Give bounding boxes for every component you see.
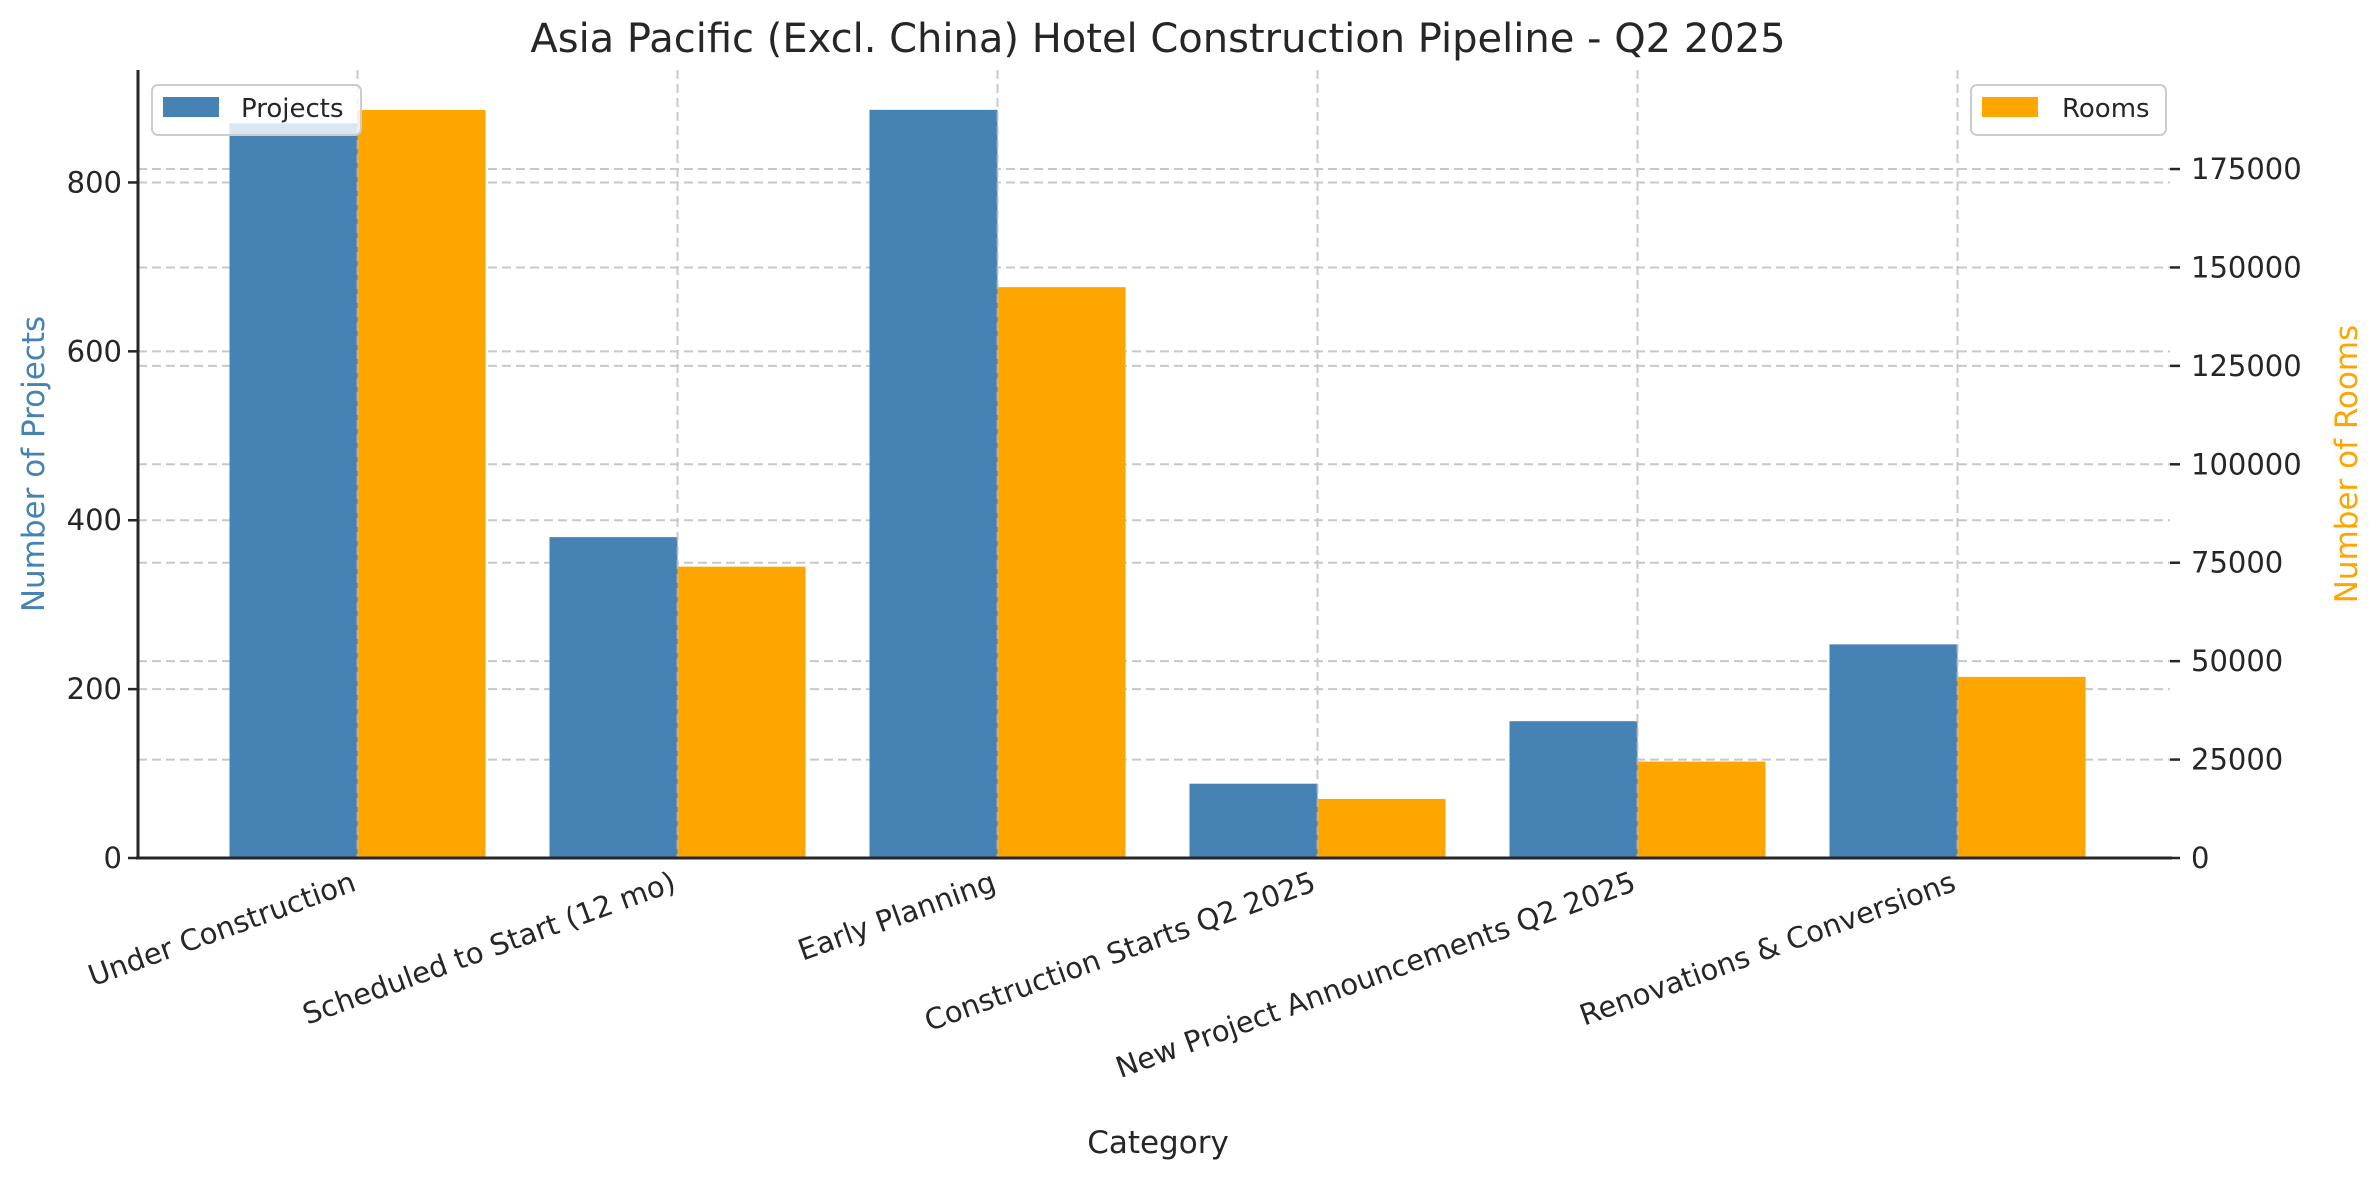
bar-projects bbox=[1189, 783, 1318, 858]
category-label: New Project Announcements Q2 2025 bbox=[1111, 865, 1640, 1085]
bar-group bbox=[549, 537, 806, 858]
bar-projects bbox=[869, 109, 998, 859]
bar-rooms bbox=[1317, 798, 1446, 858]
bar-group bbox=[869, 109, 1126, 859]
legend-rooms-swatch bbox=[1982, 97, 2038, 117]
legend-projects-swatch bbox=[163, 97, 219, 117]
legend-projects-label: Projects bbox=[241, 94, 344, 124]
category-label: Early Planning bbox=[793, 865, 1000, 968]
bar-projects bbox=[549, 537, 678, 858]
bars bbox=[229, 70, 2086, 859]
bar-group bbox=[229, 109, 486, 859]
left-tick-label: 800 bbox=[67, 165, 122, 199]
x-axis-label: Category bbox=[1087, 1125, 1229, 1161]
left-tick-label: 200 bbox=[67, 672, 122, 706]
left-y-axis-label: Number of Projects bbox=[16, 316, 52, 612]
bar-group bbox=[1189, 783, 1446, 858]
legend-rooms-label: Rooms bbox=[2062, 94, 2150, 124]
axes bbox=[136, 70, 2172, 860]
bar-group bbox=[1829, 644, 2086, 858]
right-y-axis-label: Number of Rooms bbox=[2329, 325, 2365, 604]
right-tick-label: 125000 bbox=[2191, 349, 2302, 383]
left-tick-label: 0 bbox=[104, 841, 122, 875]
chart-title: Asia Pacific (Excl. China) Hotel Constru… bbox=[530, 16, 1785, 62]
legend-projects: Projects bbox=[151, 84, 362, 136]
right-tick-label: 100000 bbox=[2191, 447, 2302, 481]
right-y-axis-ticks: 0 25000 50000 75000 100000 125000 150000 175000 bbox=[2170, 152, 2302, 875]
bar-projects bbox=[1509, 721, 1638, 858]
right-tick-label: 0 bbox=[2191, 841, 2209, 875]
left-tick-label: 400 bbox=[67, 503, 122, 537]
bar-rooms bbox=[677, 566, 806, 858]
left-y-axis-ticks: 0 200 400 600 800 bbox=[67, 165, 138, 875]
right-tick-label: 50000 bbox=[2191, 644, 2283, 678]
category-label: Under Construction bbox=[84, 865, 360, 993]
right-tick-label: 25000 bbox=[2191, 743, 2283, 777]
bar-rooms bbox=[997, 287, 1126, 859]
bar-rooms bbox=[357, 109, 486, 858]
right-tick-label: 75000 bbox=[2191, 546, 2283, 580]
bar-rooms bbox=[1957, 676, 2086, 858]
left-tick-label: 600 bbox=[67, 334, 122, 368]
bar-projects bbox=[229, 123, 358, 859]
bar-rooms bbox=[1637, 761, 1766, 858]
legend-rooms: Rooms bbox=[1970, 84, 2167, 136]
bar-projects bbox=[1829, 644, 1958, 858]
right-tick-label: 175000 bbox=[2191, 152, 2302, 186]
right-tick-label: 150000 bbox=[2191, 250, 2302, 284]
bar-group bbox=[1509, 721, 1766, 858]
